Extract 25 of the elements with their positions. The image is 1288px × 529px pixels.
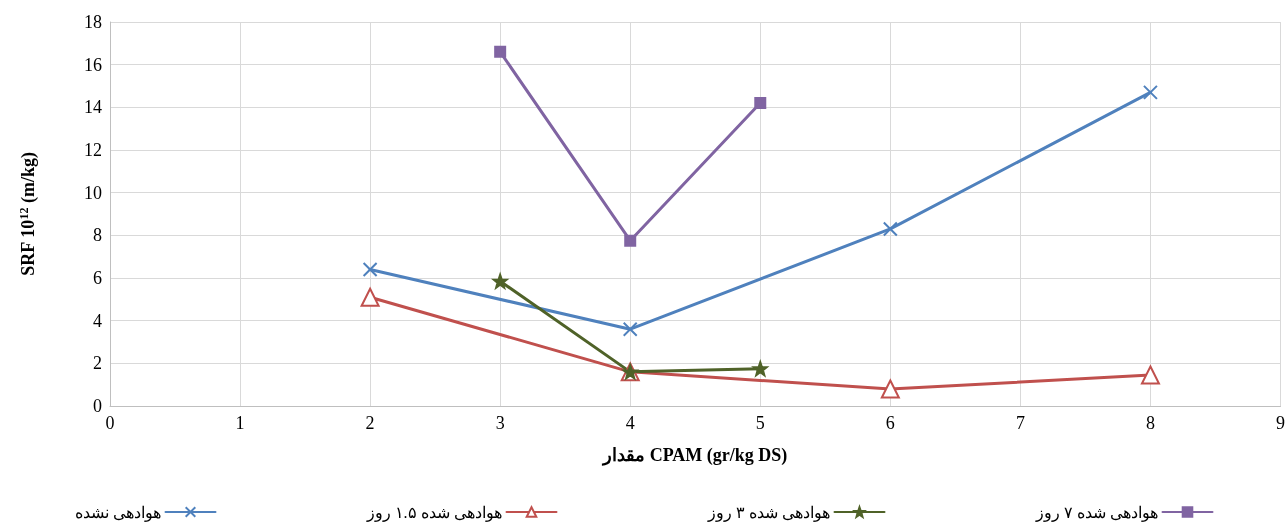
x-tick-label: 8 (1145, 413, 1155, 433)
x-tick-label: 1 (235, 413, 245, 433)
y-tick-label: 16 (84, 54, 102, 75)
y-tick-label: 12 (84, 140, 102, 160)
x-tick-label: 2 (365, 413, 375, 433)
y-tick-label: 6 (93, 268, 102, 288)
x-tick-label: 6 (885, 413, 895, 433)
x-tick-label: 3 (495, 413, 505, 433)
y-tick-label: 0 (93, 396, 102, 416)
legend-label: هوادهی نشده (74, 503, 161, 522)
x-tick-label: 7 (1015, 413, 1025, 433)
x-tick-label: 4 (625, 413, 635, 433)
y-tick-label: 10 (84, 182, 102, 203)
y-tick-label: 2 (93, 353, 102, 374)
legend-label: هوادهی شده ۷ روز (1034, 503, 1158, 522)
legend-label: هوادهی شده ۱.۵ روز (365, 503, 502, 522)
x-axis-title: مقدار CPAM (gr/kg DS) (601, 445, 788, 466)
x-tick-label: 5 (755, 413, 765, 433)
x-tick-label: 9 (1276, 413, 1285, 433)
legend-label: هوادهی شده ۳ روز (706, 503, 830, 522)
y-axis-title: SRF 1012 (m/kg) (17, 152, 39, 276)
y-tick-label: 18 (84, 12, 102, 32)
y-tick-label: 8 (93, 225, 102, 246)
y-tick-label: 4 (93, 310, 102, 331)
y-tick-label: 14 (84, 97, 102, 118)
